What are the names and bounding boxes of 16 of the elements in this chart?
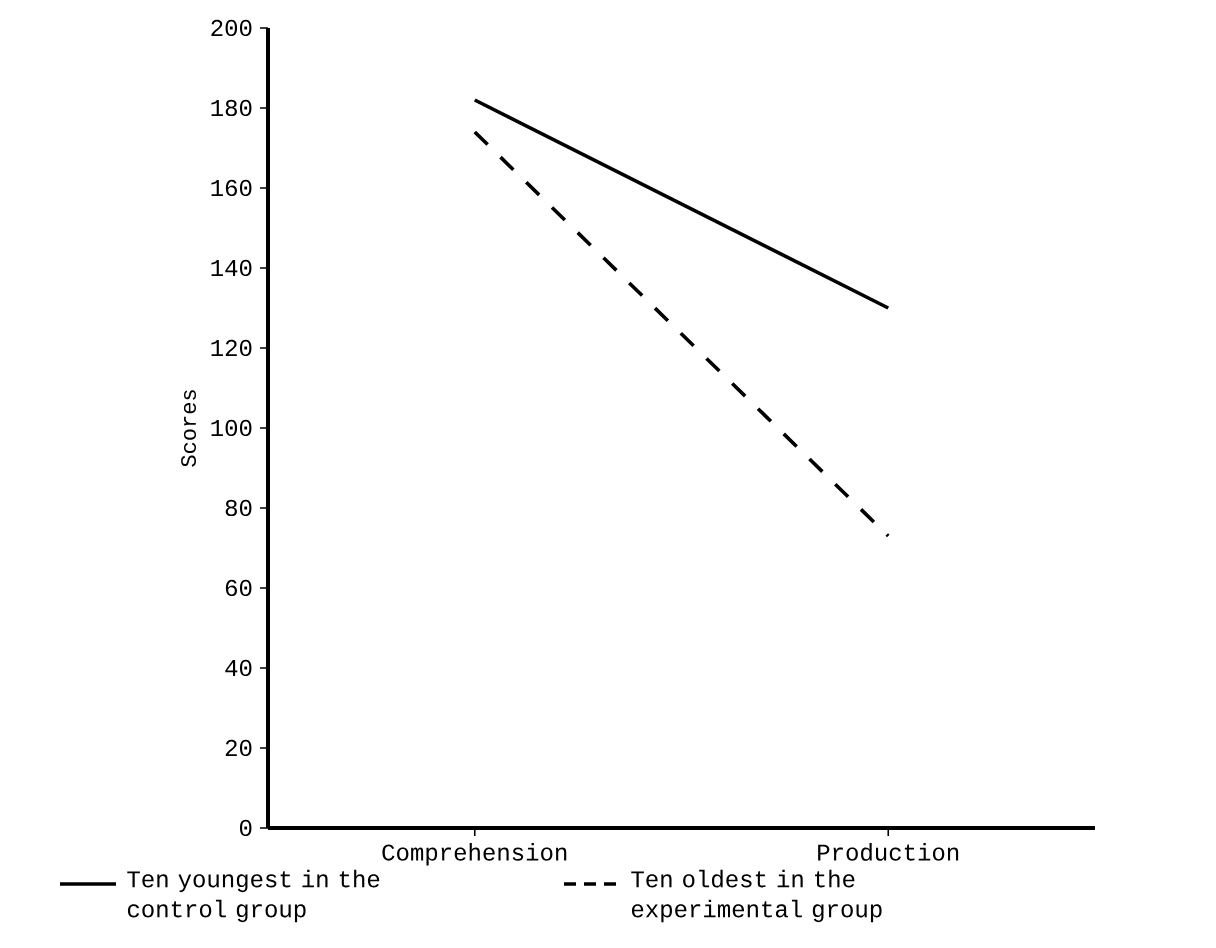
legend-label: Ten oldest in the experimental group: [631, 869, 882, 923]
y-tick-label: 80: [225, 499, 252, 517]
y-axis-title: Scores: [181, 390, 197, 467]
y-tick-label: 200: [211, 19, 252, 37]
y-tick-label: 0: [239, 819, 252, 837]
legend-label: Ten youngest in the control group: [127, 869, 380, 923]
x-tick-label: Production: [818, 843, 959, 861]
y-tick-label: 40: [225, 659, 252, 677]
y-tick-label: 180: [211, 99, 252, 117]
y-tick-label: 120: [211, 339, 252, 357]
y-tick-label: 20: [225, 739, 252, 757]
y-tick-label: 60: [225, 579, 252, 597]
y-tick-label: 160: [211, 179, 252, 197]
y-tick-label: 140: [211, 259, 252, 277]
y-tick-label: 100: [211, 419, 252, 437]
x-tick-label: Comprehension: [382, 843, 567, 866]
